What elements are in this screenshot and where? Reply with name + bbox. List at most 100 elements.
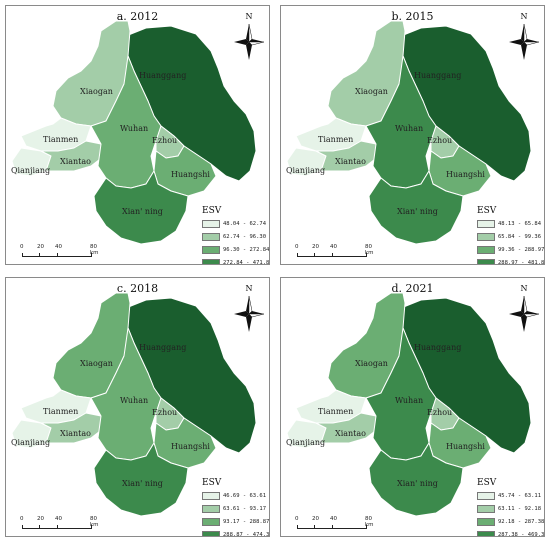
scale-bar: 0 20 40 80 km [20,516,100,536]
legend-entry: 272.84 - 471.89 [202,257,269,264]
region-map: Huanggang Xiaogan Tianmen Qianjiang Xiantao W… [11,292,257,517]
legend-label: 62.74 - 96.30 [223,233,267,240]
panel-title: d. 2021 [391,282,434,295]
north-arrow-icon: N [507,12,541,62]
scale-label: 40 [330,516,337,522]
legend-entry: 63.11 - 92.18 [477,503,541,514]
city-label-huanggang: Huanggang [414,71,461,80]
legend-title: ESV [202,478,222,488]
city-label-huangshi: Huangshi [446,170,485,179]
city-label-xianning: Xian' ning [122,479,163,488]
legend-label: 48.04 - 62.74 [223,220,267,227]
city-label-tianmen: Tianmen [318,135,353,144]
map-panel: Huanggang Xiaogan Tianmen Qianjiang Xiantao W… [5,5,270,265]
north-label: N [520,284,528,293]
scale-label: 80 km [90,244,99,256]
city-label-huangshi: Huangshi [171,170,210,179]
region-xianning [93,170,189,245]
legend-label: 63.61 - 93.17 [223,505,267,512]
scale-label: 40 [55,516,62,522]
city-label-tianmen: Tianmen [43,135,78,144]
legend: ESV 46.69 - 63.61 63.61 - 93.17 93.17 - 288… [202,478,270,536]
legend-swatch [202,258,220,264]
legend-label: 96.30 - 272.84 [223,246,270,253]
city-label-qianjiang: Qianjiang [11,438,50,447]
compass-star-icon [234,23,265,60]
scale-label: 40 [330,244,337,250]
legend-entry: 65.84 - 99.36 [477,231,541,242]
map-panel: Huanggang Xiaogan Tianmen Qianjiang Xiantao W… [280,5,545,265]
city-label-xianning: Xian' ning [397,479,438,488]
legend-entry: 62.74 - 96.30 [202,231,266,242]
region-map: Huanggang Xiaogan Tianmen Qianjiang Xiantao W… [286,20,532,245]
legend-swatch [477,517,495,526]
panel-title: b. 2015 [391,10,434,23]
city-label-wuhan: Wuhan [120,124,148,133]
legend-label: 287.38 - 469.32 [498,531,545,537]
north-label: N [245,12,253,21]
scale-label: 80 km [90,516,99,528]
north-arrow-icon: N [232,12,266,62]
legend-swatch [477,258,495,264]
legend-label: 65.84 - 99.36 [498,233,542,240]
region-xiantao [315,140,380,172]
scale-tick [332,525,333,529]
compass-star-icon [509,295,540,332]
scale-label: 20 [37,244,44,250]
legend-swatch [202,245,220,254]
city-label-xiantao: Xiantao [335,429,366,438]
legend-swatch [477,219,495,228]
legend-swatch [477,491,495,500]
legend-label: 45.74 - 63.11 [498,492,542,499]
region-xiantao [315,412,380,444]
scale-label: 0 [20,244,24,250]
city-label-xiantao: Xiantao [335,157,366,166]
region-map: Huanggang Xiaogan Tianmen Qianjiang Xiantao W… [286,292,532,517]
city-label-tianmen: Tianmen [318,407,353,416]
scale-tick [39,253,40,257]
city-label-wuhan: Wuhan [395,396,423,405]
city-label-xianning: Xian' ning [122,207,163,216]
legend-label: 99.36 - 288.97 [498,246,545,253]
north-label: N [520,12,528,21]
city-label-ezhou: Ezhou [152,136,177,145]
city-label-qianjiang: Qianjiang [286,166,325,175]
city-label-xiaogan: Xiaogan [80,359,113,368]
scale-label: 20 [312,516,319,522]
scale-line [22,525,92,529]
scale-bar: 0 20 40 80 km [295,516,375,536]
legend-swatch [202,491,220,500]
city-label-ezhou: Ezhou [152,408,177,417]
legend-label: 288.87 - 474.38 [223,531,270,537]
city-label-huanggang: Huanggang [139,343,186,352]
scale-line [22,253,92,257]
legend-entry: 99.36 - 288.97 [477,244,545,255]
city-label-xiantao: Xiantao [60,429,91,438]
legend-entry: 46.69 - 63.61 [202,490,266,501]
legend-swatch [477,504,495,513]
legend-entry: 92.18 - 287.38 [477,516,544,527]
legend-swatch [202,517,220,526]
scale-label: 0 [20,516,24,522]
scale-bar: 0 20 40 80 km [295,244,375,264]
compass-star-icon [509,23,540,60]
legend-label: 46.69 - 63.61 [223,492,267,499]
legend-title: ESV [477,478,497,488]
legend-swatch [477,232,495,241]
legend-entry: 48.04 - 62.74 [202,218,266,229]
region-xiantao [40,140,105,172]
legend-title: ESV [477,206,497,216]
region-xianning [368,442,464,517]
legend-entry: 48.13 - 65.84 [477,218,541,229]
city-label-huangshi: Huangshi [446,442,485,451]
north-arrow-icon: N [232,284,266,334]
city-label-xiantao: Xiantao [60,157,91,166]
city-label-ezhou: Ezhou [427,136,452,145]
legend-label: 93.17 - 288.87 [223,518,270,525]
region-xianning [93,442,189,517]
legend-label: 272.84 - 471.89 [223,259,270,265]
scale-line [297,253,367,257]
legend-swatch [202,232,220,241]
legend-label: 288.97 - 481.89 [498,259,545,265]
city-label-huanggang: Huanggang [139,71,186,80]
